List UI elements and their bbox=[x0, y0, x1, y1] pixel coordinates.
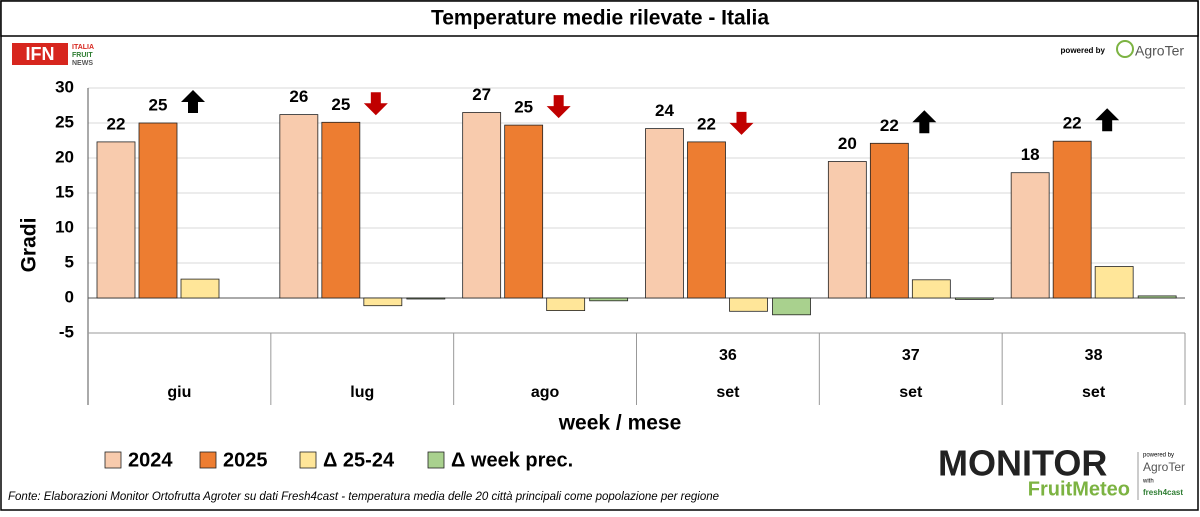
bar bbox=[911, 279, 951, 299]
data-label: 22 bbox=[880, 116, 899, 135]
legend-label: 2024 bbox=[128, 449, 173, 471]
chart-title: Temperature medie rilevate - Italia bbox=[431, 7, 769, 30]
bar bbox=[504, 124, 544, 299]
bar bbox=[546, 297, 586, 312]
logo-line: FRUIT bbox=[72, 52, 93, 59]
legend-label: 2025 bbox=[223, 449, 268, 471]
data-label: 25 bbox=[514, 98, 533, 117]
bar bbox=[321, 121, 361, 299]
logo-line: NEWS bbox=[72, 60, 93, 67]
data-label: 18 bbox=[1021, 145, 1040, 164]
logo-left: IFN ITALIA FRUIT NEWS bbox=[12, 43, 94, 67]
x-tick-label: ago bbox=[531, 384, 560, 401]
logo-mark: IFN bbox=[26, 44, 55, 64]
y-tick-label: -5 bbox=[59, 322, 74, 341]
x-tick-label: set bbox=[1082, 384, 1106, 401]
bar bbox=[589, 297, 629, 302]
bar bbox=[279, 114, 319, 299]
legend-swatch bbox=[299, 451, 317, 469]
y-tick-label: 20 bbox=[55, 147, 74, 166]
y-tick-label: 30 bbox=[55, 77, 74, 96]
trend-arrow bbox=[181, 90, 205, 113]
bar bbox=[406, 297, 446, 300]
x-tick-label: giu bbox=[167, 384, 191, 401]
trend-arrow bbox=[912, 110, 937, 134]
legend-swatch bbox=[199, 451, 217, 469]
fruitmeteo: FruitMeteo bbox=[1028, 478, 1130, 500]
x-tick-label: set bbox=[716, 384, 740, 401]
data-label: 25 bbox=[149, 95, 168, 114]
y-tick-label: 5 bbox=[65, 252, 74, 271]
data-label: 20 bbox=[838, 134, 857, 153]
powered-by: powered by bbox=[1061, 46, 1106, 55]
brand-icon bbox=[1116, 40, 1134, 58]
data-label: 25 bbox=[331, 95, 350, 114]
source-note: Fonte: Elaborazioni Monitor Ortofrutta A… bbox=[8, 491, 719, 503]
y-tick-label: 25 bbox=[55, 112, 74, 131]
title-bar bbox=[0, 0, 1199, 37]
with: with bbox=[1142, 479, 1154, 485]
data-label: 26 bbox=[289, 87, 308, 106]
logo-box bbox=[12, 43, 68, 65]
bar bbox=[363, 297, 403, 307]
data-label: 24 bbox=[655, 101, 674, 120]
data-label: 22 bbox=[1063, 114, 1082, 133]
trend-arrow bbox=[729, 111, 754, 135]
x-tick-label: set bbox=[899, 384, 923, 401]
bar bbox=[180, 278, 220, 299]
trend-arrow bbox=[546, 95, 571, 119]
bar bbox=[96, 141, 136, 299]
brand: AgroTer bbox=[1143, 460, 1185, 474]
logo-top-right: powered by AgroTer bbox=[1061, 40, 1184, 59]
bar bbox=[645, 128, 684, 299]
legend-swatch bbox=[427, 451, 445, 469]
legend-label: Δ week prec. bbox=[451, 449, 573, 471]
week-label: 37 bbox=[902, 347, 920, 364]
y-tick-label: 0 bbox=[65, 287, 74, 306]
legend-label: Δ 25-24 bbox=[323, 449, 395, 471]
bar bbox=[1137, 295, 1177, 299]
brand: AgroTer bbox=[1135, 43, 1184, 59]
y-tick-label: 10 bbox=[55, 217, 74, 236]
bar bbox=[954, 297, 994, 300]
trend-arrow bbox=[363, 92, 388, 116]
bar bbox=[138, 122, 178, 299]
powered-by: powered by bbox=[1143, 453, 1174, 459]
bar bbox=[827, 161, 867, 299]
bar bbox=[462, 112, 502, 299]
y-tick-label: 15 bbox=[55, 182, 74, 201]
trend-arrow bbox=[1095, 108, 1120, 132]
bar bbox=[1094, 266, 1134, 299]
legend-swatch bbox=[104, 451, 122, 469]
data-label: 22 bbox=[107, 114, 126, 133]
bar bbox=[1052, 140, 1092, 299]
y-axis-label: Gradi bbox=[18, 218, 41, 273]
week-label: 36 bbox=[719, 347, 737, 364]
week-label: 38 bbox=[1085, 347, 1103, 364]
bar bbox=[869, 142, 909, 299]
logo-line: ITALIA bbox=[72, 44, 94, 51]
logo-bottom-right: MONITOR FruitMeteo powered by AgroTer wi… bbox=[938, 443, 1185, 501]
x-tick-label: lug bbox=[350, 384, 374, 401]
bar bbox=[1010, 172, 1050, 299]
data-label: 22 bbox=[697, 114, 716, 133]
partner: fresh4cast bbox=[1143, 488, 1183, 497]
monitor: MONITOR bbox=[938, 443, 1107, 484]
bar bbox=[729, 297, 768, 312]
bar bbox=[687, 141, 726, 299]
x-axis-label: week / mese bbox=[558, 412, 682, 435]
bar bbox=[772, 297, 811, 316]
data-label: 27 bbox=[472, 85, 491, 104]
